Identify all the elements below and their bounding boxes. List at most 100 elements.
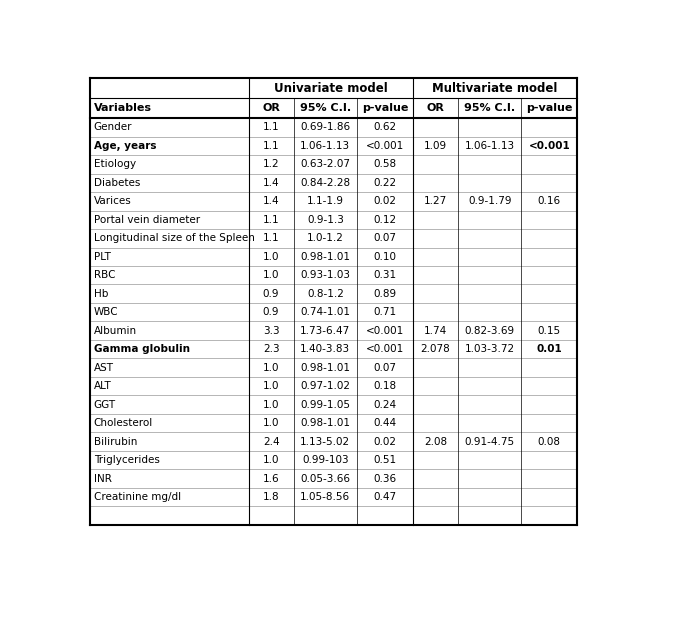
Text: 0.47: 0.47	[374, 492, 396, 502]
Text: 0.98-1.01: 0.98-1.01	[300, 363, 350, 373]
Text: <0.001: <0.001	[366, 344, 404, 354]
Text: 2.08: 2.08	[424, 436, 447, 446]
Text: 0.02: 0.02	[374, 196, 396, 206]
Text: <0.001: <0.001	[366, 141, 404, 151]
Text: 0.99-1.05: 0.99-1.05	[300, 400, 350, 410]
Text: 0.74-1.01: 0.74-1.01	[300, 307, 350, 317]
Text: 1.2: 1.2	[263, 159, 280, 170]
Text: 0.01: 0.01	[537, 344, 562, 354]
Text: 1.1-1.9: 1.1-1.9	[307, 196, 344, 206]
Text: PLT: PLT	[93, 252, 111, 262]
Text: 1.0: 1.0	[263, 381, 280, 391]
Text: 0.31: 0.31	[374, 271, 396, 280]
Text: 0.98-1.01: 0.98-1.01	[300, 252, 350, 262]
Text: 1.27: 1.27	[424, 196, 447, 206]
Text: 1.06-1.13: 1.06-1.13	[300, 141, 350, 151]
Text: 1.0: 1.0	[263, 455, 280, 465]
Text: 1.1: 1.1	[263, 233, 280, 243]
Text: 0.62: 0.62	[374, 123, 396, 132]
Text: Cholesterol: Cholesterol	[93, 418, 153, 428]
Text: 1.0: 1.0	[263, 271, 280, 280]
Text: 0.36: 0.36	[374, 474, 396, 483]
Text: 1.09: 1.09	[424, 141, 447, 151]
Text: 0.22: 0.22	[374, 178, 396, 188]
Text: Gamma globulin: Gamma globulin	[93, 344, 190, 354]
Text: 0.16: 0.16	[538, 196, 561, 206]
Text: 0.15: 0.15	[538, 326, 561, 335]
Text: 0.07: 0.07	[374, 363, 396, 373]
Text: 0.12: 0.12	[374, 215, 396, 225]
Text: OR: OR	[262, 103, 280, 113]
Text: 1.8: 1.8	[263, 492, 280, 502]
Text: 0.51: 0.51	[374, 455, 396, 465]
Text: 0.44: 0.44	[374, 418, 396, 428]
Text: 1.6: 1.6	[263, 474, 280, 483]
Text: 1.0: 1.0	[263, 418, 280, 428]
Text: Portal vein diameter: Portal vein diameter	[93, 215, 200, 225]
Text: 1.73-6.47: 1.73-6.47	[300, 326, 350, 335]
Text: 1.1: 1.1	[263, 215, 280, 225]
Text: 0.69-1.86: 0.69-1.86	[300, 123, 350, 132]
Text: GGT: GGT	[93, 400, 115, 410]
Text: Variables: Variables	[93, 103, 152, 113]
Text: 0.9-1.79: 0.9-1.79	[468, 196, 511, 206]
Text: 0.98-1.01: 0.98-1.01	[300, 418, 350, 428]
Text: 1.1: 1.1	[263, 123, 280, 132]
Text: p-value: p-value	[362, 103, 408, 113]
Text: 0.18: 0.18	[374, 381, 396, 391]
Text: Varices: Varices	[93, 196, 131, 206]
Text: Bilirubin: Bilirubin	[93, 436, 137, 446]
Text: 1.74: 1.74	[424, 326, 447, 335]
Text: 1.0: 1.0	[263, 400, 280, 410]
Text: 0.97-1.02: 0.97-1.02	[300, 381, 350, 391]
Text: Diabetes: Diabetes	[93, 178, 140, 188]
Text: 95% C.I.: 95% C.I.	[300, 103, 351, 113]
Text: 1.1: 1.1	[263, 141, 280, 151]
Text: 1.05-8.56: 1.05-8.56	[300, 492, 350, 502]
Text: 95% C.I.: 95% C.I.	[464, 103, 515, 113]
Text: 0.9: 0.9	[263, 307, 280, 317]
Text: 0.9: 0.9	[263, 288, 280, 299]
Text: 0.63-2.07: 0.63-2.07	[300, 159, 350, 170]
Text: p-value: p-value	[526, 103, 572, 113]
Text: 0.84-2.28: 0.84-2.28	[300, 178, 350, 188]
Text: 1.0: 1.0	[263, 363, 280, 373]
Text: 0.82-3.69: 0.82-3.69	[464, 326, 515, 335]
Text: Univariate model: Univariate model	[274, 82, 387, 95]
Text: 1.4: 1.4	[263, 196, 280, 206]
Text: 0.58: 0.58	[374, 159, 396, 170]
Text: 0.99-103: 0.99-103	[302, 455, 349, 465]
Text: 0.02: 0.02	[374, 436, 396, 446]
Text: 1.0-1.2: 1.0-1.2	[307, 233, 344, 243]
Text: RBC: RBC	[93, 271, 115, 280]
Text: 0.9-1.3: 0.9-1.3	[307, 215, 344, 225]
Text: 0.10: 0.10	[374, 252, 396, 262]
Text: 0.93-1.03: 0.93-1.03	[300, 271, 350, 280]
Text: <0.001: <0.001	[528, 141, 570, 151]
Text: Albumin: Albumin	[93, 326, 137, 335]
Text: INR: INR	[93, 474, 111, 483]
Text: 0.71: 0.71	[374, 307, 396, 317]
Text: 1.0: 1.0	[263, 252, 280, 262]
Text: Triglycerides: Triglycerides	[93, 455, 159, 465]
Text: Longitudinal size of the Spleen: Longitudinal size of the Spleen	[93, 233, 254, 243]
Text: 1.40-3.83: 1.40-3.83	[300, 344, 350, 354]
Text: 2.078: 2.078	[420, 344, 450, 354]
Text: Age, years: Age, years	[93, 141, 156, 151]
Text: 1.4: 1.4	[263, 178, 280, 188]
Text: 0.05-3.66: 0.05-3.66	[300, 474, 350, 483]
Text: ALT: ALT	[93, 381, 111, 391]
Text: 2.3: 2.3	[263, 344, 280, 354]
Text: 2.4: 2.4	[263, 436, 280, 446]
Text: 1.03-3.72: 1.03-3.72	[464, 344, 515, 354]
Text: AST: AST	[93, 363, 113, 373]
Text: Creatinine mg/dl: Creatinine mg/dl	[93, 492, 181, 502]
Text: <0.001: <0.001	[366, 326, 404, 335]
Text: 0.8-1.2: 0.8-1.2	[307, 288, 344, 299]
Text: Gender: Gender	[93, 123, 132, 132]
Text: 0.24: 0.24	[374, 400, 396, 410]
Text: Etiology: Etiology	[93, 159, 136, 170]
Text: WBC: WBC	[93, 307, 118, 317]
Text: 0.07: 0.07	[374, 233, 396, 243]
Text: 0.89: 0.89	[374, 288, 396, 299]
